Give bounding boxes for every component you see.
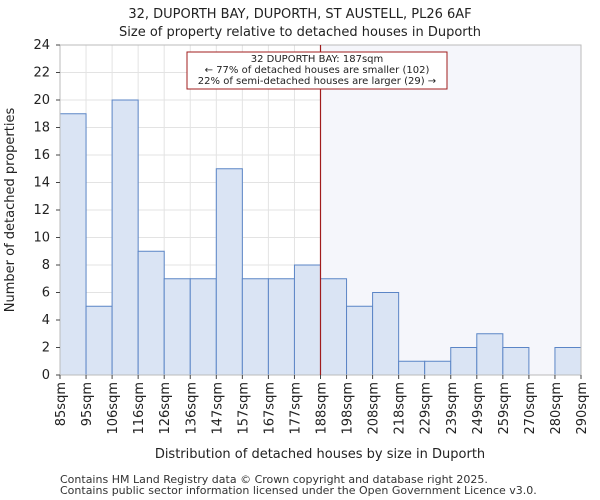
x-tick-label: 239sqm <box>445 382 460 435</box>
x-tick-label: 116sqm <box>132 382 147 435</box>
bar-280sqm <box>554 347 582 376</box>
x-axis-label: Distribution of detached houses by size … <box>155 447 485 462</box>
y-tick-label: 12 <box>33 203 50 218</box>
bar-249sqm <box>476 333 504 376</box>
y-tick-label: 22 <box>33 66 50 81</box>
bar-85sqm <box>59 113 87 376</box>
x-tick-label: 270sqm <box>523 382 538 435</box>
x-tick-label: 95sqm <box>80 382 95 426</box>
x-tick-label: 218sqm <box>393 382 408 435</box>
subject-annotation: 32 DUPORTH BAY: 187sqm ← 77% of detached… <box>186 51 448 90</box>
x-tick-label: 85sqm <box>54 382 69 426</box>
x-tick-label: 280sqm <box>549 382 564 435</box>
x-tick-label: 157sqm <box>236 382 251 435</box>
bar-106sqm <box>111 99 139 376</box>
chart-subtitle: Size of property relative to detached ho… <box>119 25 481 40</box>
bar-136sqm <box>189 278 217 376</box>
bar-157sqm <box>241 278 269 376</box>
x-tick-label: 136sqm <box>184 382 199 435</box>
bar-series <box>59 99 582 376</box>
annotation-line-2: ← 77% of detached houses are smaller (10… <box>205 65 430 76</box>
bar-239sqm <box>450 347 478 376</box>
y-tick-label: 20 <box>33 93 50 108</box>
x-axis-ticks: 85sqm 95sqm 106sqm 116sqm 126sqm 136sqm 147sqm… <box>54 375 590 435</box>
y-tick-label: 10 <box>33 231 50 246</box>
x-tick-label: 198sqm <box>341 382 356 435</box>
y-axis-label: Number of detached properties <box>3 108 18 313</box>
bar-147sqm <box>215 168 243 376</box>
x-tick-label: 106sqm <box>106 382 121 435</box>
bar-126sqm <box>163 278 191 376</box>
y-tick-label: 4 <box>42 313 50 328</box>
x-tick-label: 259sqm <box>497 382 512 435</box>
y-tick-label: 6 <box>42 286 50 301</box>
y-tick-label: 2 <box>42 341 50 356</box>
annotation-line-1: 32 DUPORTH BAY: 187sqm <box>251 54 384 65</box>
footer-line-2: Contains public sector information licen… <box>60 484 537 497</box>
bar-95sqm <box>85 305 113 376</box>
x-tick-label: 177sqm <box>288 382 303 435</box>
x-tick-label: 229sqm <box>419 382 434 435</box>
x-tick-label: 147sqm <box>210 382 225 435</box>
annotation-box <box>186 51 448 90</box>
bar-167sqm <box>267 278 295 376</box>
y-tick-label: 18 <box>33 121 50 136</box>
x-tick-label: 290sqm <box>575 382 590 435</box>
x-tick-label: 126sqm <box>158 382 173 435</box>
x-tick-label: 188sqm <box>315 382 330 435</box>
y-tick-label: 24 <box>33 38 50 53</box>
y-tick-label: 8 <box>42 258 50 273</box>
y-tick-label: 14 <box>33 176 50 191</box>
x-tick-label: 249sqm <box>471 382 486 435</box>
chart-title: 32, DUPORTH BAY, DUPORTH, ST AUSTELL, PL… <box>128 7 471 22</box>
bar-198sqm <box>346 305 374 376</box>
bar-208sqm <box>372 292 400 376</box>
x-tick-label: 208sqm <box>367 382 382 435</box>
bar-218sqm <box>398 360 426 376</box>
bar-116sqm <box>137 250 165 376</box>
x-tick-label: 167sqm <box>262 382 277 435</box>
footer-line-1: Contains HM Land Registry data © Crown c… <box>60 473 488 486</box>
y-tick-label: 16 <box>33 148 50 163</box>
bar-188sqm <box>320 278 348 376</box>
bar-229sqm <box>424 360 452 376</box>
annotation-line-3: 22% of semi-detached houses are larger (… <box>198 76 436 87</box>
bar-177sqm <box>293 264 322 376</box>
bar-259sqm <box>502 347 530 376</box>
y-tick-label: 0 <box>42 368 50 383</box>
